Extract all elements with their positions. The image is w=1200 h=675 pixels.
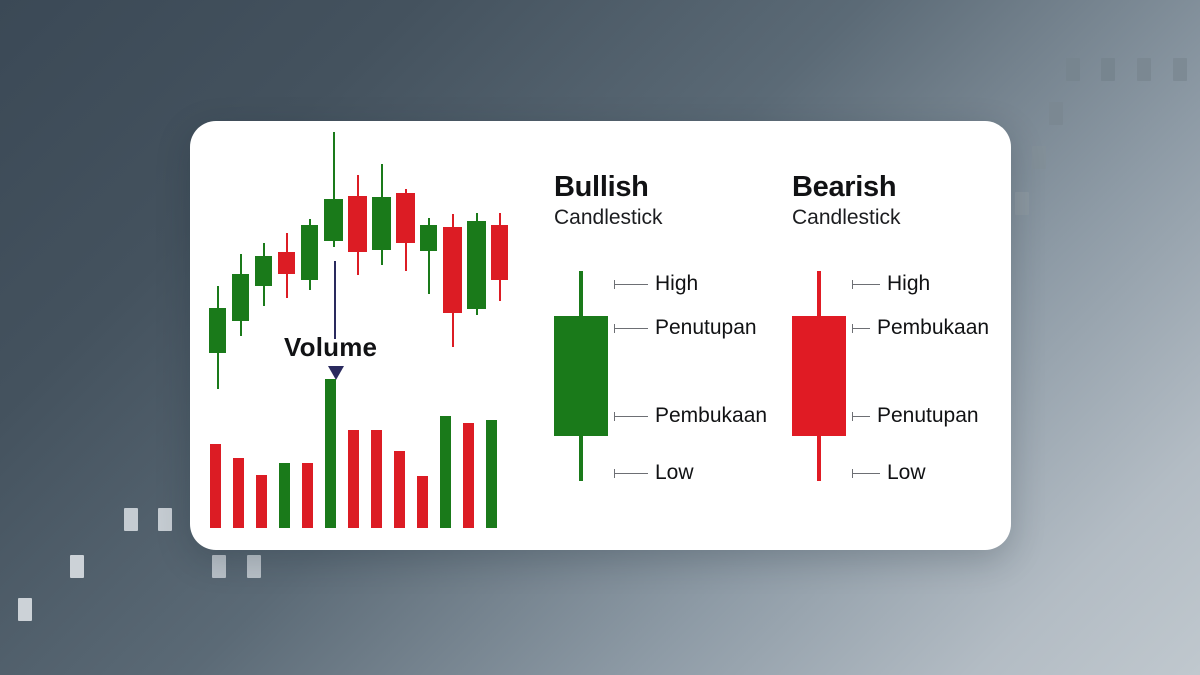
bullish-subtitle: Candlestick xyxy=(554,206,663,229)
volume-arrow-icon xyxy=(328,366,344,380)
price-candle xyxy=(420,121,437,381)
volume-bar xyxy=(210,444,221,528)
price-candle xyxy=(232,121,249,381)
price-candle xyxy=(491,121,508,381)
price-candle xyxy=(372,121,391,381)
volume-bar xyxy=(463,423,474,528)
deco-rect-5 xyxy=(1049,102,1063,125)
deco-rect-13 xyxy=(18,598,32,621)
bullish-body xyxy=(554,316,608,436)
deco-rect-8 xyxy=(124,508,138,531)
bearish-high-label: High xyxy=(887,272,931,295)
price-candle xyxy=(443,121,462,381)
bearish-open-leader xyxy=(852,328,870,329)
bearish-title: Bearish xyxy=(792,171,897,203)
bullish-low-leader xyxy=(614,473,648,474)
candle-body xyxy=(301,225,318,280)
candle-body xyxy=(396,193,415,243)
price-candle xyxy=(396,121,415,381)
volume-bar xyxy=(394,451,405,528)
deco-rect-1 xyxy=(1066,58,1080,81)
bullish-panel: Bullish Candlestick High Penutupan Pembu… xyxy=(530,121,767,550)
candle-body xyxy=(372,197,391,250)
deco-rect-9 xyxy=(158,508,172,531)
deco-rect-10 xyxy=(212,555,226,578)
bullish-title: Bullish xyxy=(554,171,649,203)
bullish-high-leader xyxy=(614,284,648,285)
bearish-candle xyxy=(792,271,846,481)
candle-body xyxy=(232,274,249,321)
content-card: Volume Bullish Candlestick High Penutupa… xyxy=(190,121,1011,550)
bearish-low-leader xyxy=(852,473,880,474)
bullish-open-label: Pembukaan xyxy=(655,404,768,427)
price-candle xyxy=(324,121,343,381)
bearish-open-label: Pembukaan xyxy=(877,316,990,339)
candle-body xyxy=(420,225,437,251)
price-candle xyxy=(301,121,318,381)
candle-body xyxy=(491,225,508,280)
volume-bar xyxy=(417,476,428,528)
candle-wick xyxy=(332,132,335,247)
volume-bar-series xyxy=(190,368,530,528)
bullish-open-leader xyxy=(614,416,648,417)
deco-rect-12 xyxy=(70,555,84,578)
bearish-body xyxy=(792,316,846,436)
volume-bar xyxy=(486,420,497,528)
volume-bar xyxy=(325,379,336,528)
volume-bar xyxy=(371,430,382,528)
candle-body xyxy=(348,196,367,252)
volume-bar xyxy=(348,430,359,528)
deco-rect-2 xyxy=(1101,58,1115,81)
volume-pointer-line xyxy=(334,261,336,339)
candlestick-price-chart: Volume xyxy=(190,121,530,550)
bullish-low-label: Low xyxy=(655,461,694,484)
bearish-subtitle: Candlestick xyxy=(792,206,901,229)
bearish-low-label: Low xyxy=(887,461,926,484)
volume-bar xyxy=(256,475,267,528)
volume-bar xyxy=(233,458,244,528)
candle-body xyxy=(255,256,272,286)
bearish-panel: Bearish Candlestick High Pembukaan Penut… xyxy=(768,121,1011,550)
bullish-high-label: High xyxy=(655,272,699,295)
deco-rect-11 xyxy=(247,555,261,578)
bearish-high-leader xyxy=(852,284,880,285)
deco-rect-3 xyxy=(1137,58,1151,81)
deco-rect-4 xyxy=(1173,58,1187,81)
price-candle xyxy=(467,121,486,381)
volume-bar xyxy=(279,463,290,528)
bullish-close-label: Penutupan xyxy=(655,316,757,339)
bearish-close-label: Penutupan xyxy=(877,404,979,427)
candle-body xyxy=(209,308,226,353)
candle-body xyxy=(443,227,462,313)
volume-bar xyxy=(440,416,451,528)
deco-rect-6 xyxy=(1032,146,1046,169)
candle-wick xyxy=(427,218,430,294)
price-candle xyxy=(348,121,367,381)
price-candle xyxy=(278,121,295,381)
candle-body xyxy=(467,221,486,309)
candle-body xyxy=(278,252,295,274)
price-candle xyxy=(209,121,226,389)
deco-rect-7 xyxy=(1015,192,1029,215)
volume-bar xyxy=(302,463,313,528)
volume-caption: Volume xyxy=(284,332,378,362)
bullish-candle xyxy=(554,271,608,481)
candle-body xyxy=(324,199,343,241)
bullish-close-leader xyxy=(614,328,648,329)
price-candle xyxy=(255,121,272,381)
bearish-close-leader xyxy=(852,416,870,417)
